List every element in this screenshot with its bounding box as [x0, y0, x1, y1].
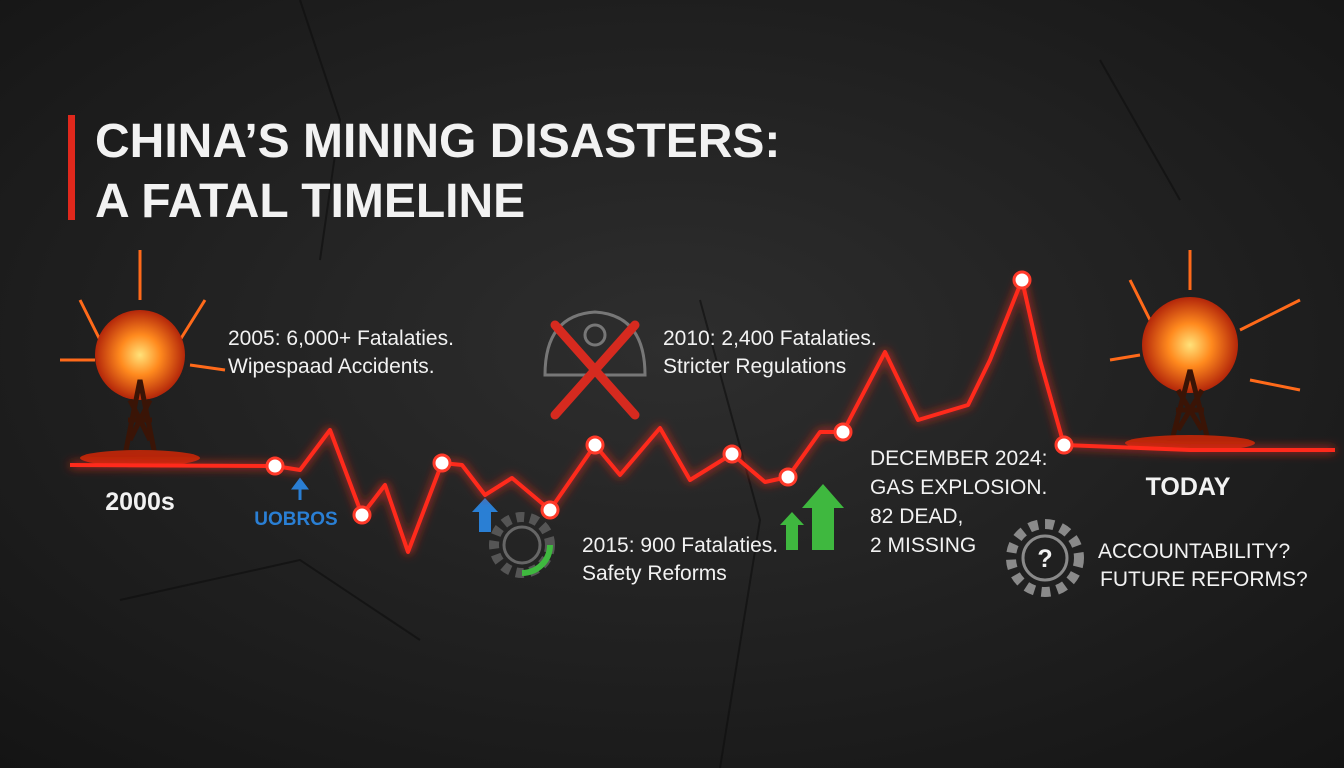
event-text: 2015: 900 Fatalaties.: [582, 534, 778, 557]
event-text: 2010: 2,400 Fatalaties.: [663, 327, 877, 350]
event-text: DECEMBER 2024:: [870, 447, 1047, 470]
cracks: [119, 0, 1181, 768]
event-text: 82 DEAD,: [870, 505, 963, 528]
event-text: FUTURE REFORMS?: [1100, 568, 1308, 591]
up-arrow: [291, 477, 309, 500]
timeline-line: [69, 278, 1335, 554]
timeline-dots: [265, 270, 1074, 525]
event-text: ACCOUNTABILITY?: [1098, 540, 1290, 563]
helmet-icon: [543, 310, 647, 420]
event-text: 2005: 6,000+ Fatalaties.: [228, 327, 454, 350]
gear-icon: [489, 512, 555, 578]
event-text: Wipespaad Accidents.: [228, 355, 435, 378]
marker-label: UOBROS: [254, 509, 337, 530]
event-text: Stricter Regulations: [663, 355, 846, 378]
end-label: TODAY: [1146, 473, 1231, 501]
title-line: CHINA’S MINING DISASTERS:: [95, 115, 780, 168]
event-text: GAS EXPLOSION.: [870, 476, 1047, 499]
up-arrow: [472, 498, 498, 532]
gear-icon: ?: [1006, 519, 1084, 597]
up-arrow: [780, 512, 804, 550]
question-mark: ?: [1037, 545, 1052, 573]
up-arrow: [802, 484, 844, 550]
event-text: 2 MISSING: [870, 534, 976, 557]
title-line: A FATAL TIMELINE: [95, 175, 525, 228]
title-bar: [68, 115, 75, 220]
event-text: Safety Reforms: [582, 562, 727, 585]
start-label: 2000s: [105, 488, 175, 516]
explosion-icon: [60, 250, 226, 466]
